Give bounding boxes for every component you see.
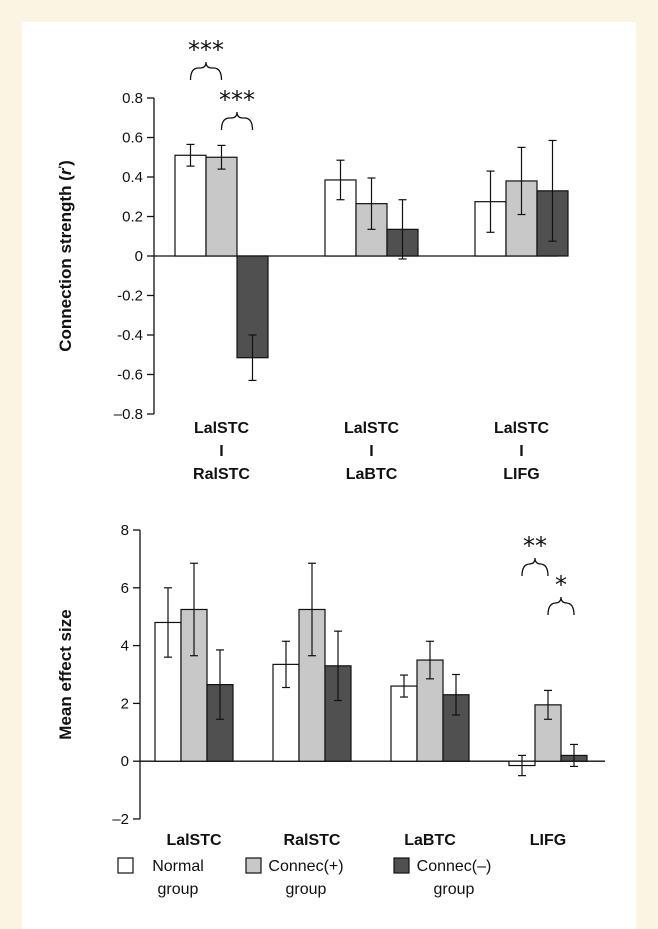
significance-label: ** bbox=[523, 532, 547, 560]
category-label: LIFG bbox=[503, 466, 539, 483]
bar bbox=[205, 156, 238, 257]
y-tick-label: -0.2 bbox=[117, 288, 143, 305]
category-label: LalSTC bbox=[166, 832, 222, 849]
chart-svg: 0.8 0.6 0.4 0.2 0 -0.2 -0.4 -0.6 –0.8 LalSTC I RalS… bbox=[56, 36, 605, 898]
category-label: LIFG bbox=[530, 832, 566, 849]
legend-label: Connec(+) bbox=[268, 858, 343, 875]
chart-connection-strength: 0.8 0.6 0.4 0.2 0 -0.2 -0.4 -0.6 –0.8 LalSTC I RalS… bbox=[56, 36, 569, 483]
legend-swatch bbox=[245, 857, 262, 874]
bar bbox=[174, 154, 207, 257]
y-tick-label: 4 bbox=[121, 638, 129, 655]
significance-label: *** bbox=[188, 36, 224, 64]
y-tick-label: 0 bbox=[135, 248, 143, 265]
y-axis-title: Connection strength (r') bbox=[56, 160, 75, 352]
significance-bracket bbox=[220, 111, 254, 131]
legend-swatch bbox=[117, 857, 134, 874]
y-tick-label: –2 bbox=[112, 811, 129, 828]
significance-bracket bbox=[189, 61, 223, 81]
category-label: LalSTC bbox=[194, 420, 250, 437]
y-tick-label: 2 bbox=[121, 695, 129, 712]
legend-label: group bbox=[286, 881, 327, 898]
significance-label: *** bbox=[219, 86, 255, 114]
y-tick-label: 0.2 bbox=[122, 209, 143, 226]
y-tick-label: 0.8 bbox=[122, 90, 143, 107]
category-label: I bbox=[369, 443, 373, 460]
y-axis-title: Mean effect size bbox=[56, 609, 75, 739]
legend-swatch bbox=[393, 857, 410, 874]
category-label: LaBTC bbox=[404, 832, 456, 849]
y-tick-label: 6 bbox=[121, 580, 129, 597]
chart-mean-effect-size: 8 6 4 2 0 –2 LalSTC RalSTC LaBTC LIFG Mean effect … bbox=[56, 522, 605, 849]
y-tick-label: 0 bbox=[121, 753, 129, 770]
significance-bracket bbox=[547, 596, 575, 616]
figure-panel: 0.8 0.6 0.4 0.2 0 -0.2 -0.4 -0.6 –0.8 LalSTC I RalS… bbox=[22, 22, 636, 929]
legend-label: Normal bbox=[152, 858, 204, 875]
legend-label: Connec(–) bbox=[417, 858, 492, 875]
category-label: LaBTC bbox=[346, 466, 398, 483]
significance-label: * bbox=[555, 571, 567, 599]
category-label: RalSTC bbox=[284, 832, 341, 849]
legend-label: group bbox=[434, 881, 475, 898]
category-label: I bbox=[219, 443, 223, 460]
legend: Normal group Connec(+) group Connec(–) group bbox=[117, 857, 492, 898]
bar bbox=[534, 704, 562, 762]
y-tick-label: 8 bbox=[121, 522, 129, 539]
y-tick-label: -0.6 bbox=[117, 367, 143, 384]
category-label: LalSTC bbox=[494, 420, 550, 437]
category-label: LalSTC bbox=[344, 420, 400, 437]
legend-label: group bbox=[158, 881, 199, 898]
y-tick-label: -0.4 bbox=[117, 327, 143, 344]
y-tick-label: 0.6 bbox=[122, 130, 143, 147]
category-label: RalSTC bbox=[193, 466, 250, 483]
significance-bracket bbox=[521, 557, 549, 577]
category-label: I bbox=[519, 443, 523, 460]
y-tick-label: –0.8 bbox=[114, 406, 143, 423]
y-tick-label: 0.4 bbox=[122, 169, 143, 186]
